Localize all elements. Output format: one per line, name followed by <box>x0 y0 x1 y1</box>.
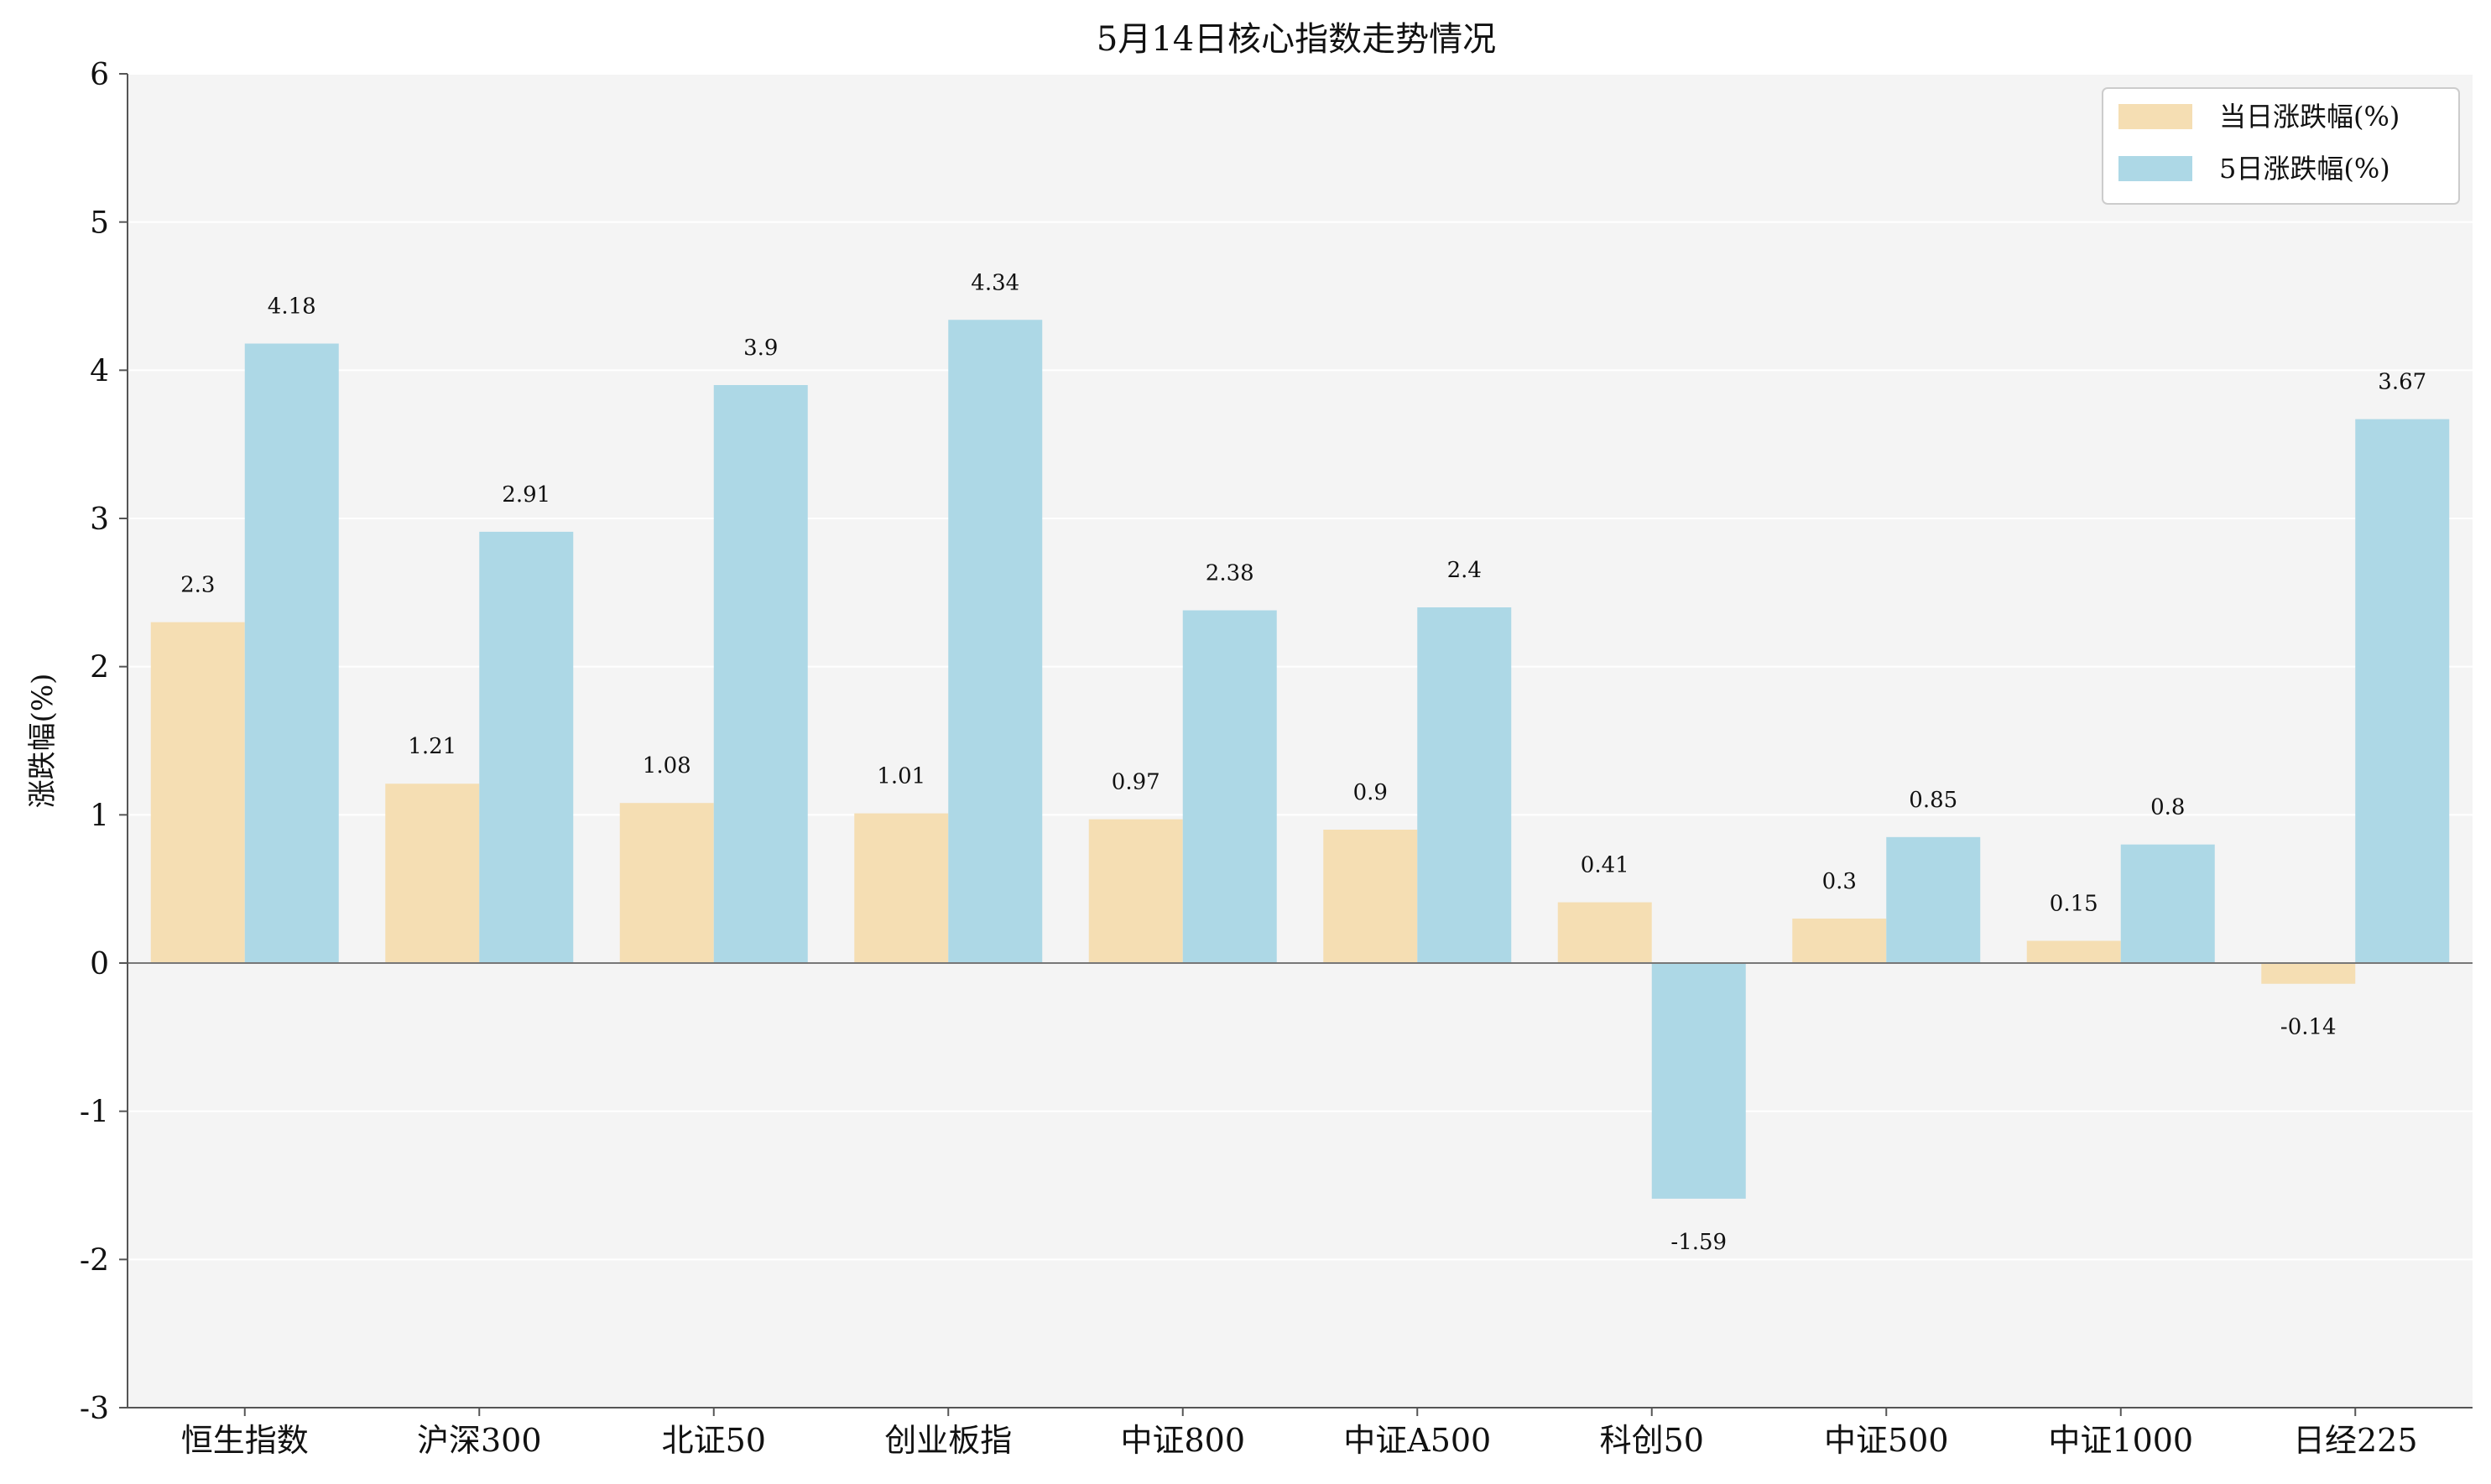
data-label: 4.34 <box>971 270 1019 295</box>
data-labels: 2.3 4.18 1.21 2.91 1.08 3.9 1.01 4.34 0.97 2.38 0.… <box>180 270 2426 1255</box>
bar <box>1182 610 1277 963</box>
data-label: 4.18 <box>268 294 316 320</box>
bars <box>150 320 2450 1199</box>
x-tick-label: 中证1000 <box>2048 1422 2193 1459</box>
legend-label-daily: 当日涨跌幅(%) <box>2219 101 2400 133</box>
bar <box>2355 419 2450 964</box>
data-label: 1.01 <box>877 764 925 789</box>
data-label: -1.59 <box>1670 1230 1727 1255</box>
data-label: 1.08 <box>643 753 691 778</box>
data-label: 0.3 <box>1822 869 1857 894</box>
y-tick-label: -3 <box>80 1392 109 1426</box>
y-tick-label: 1 <box>90 799 109 833</box>
y-axis-label: 涨跌幅(%) <box>26 674 60 809</box>
data-label: 0.8 <box>2150 795 2185 820</box>
bar <box>1323 830 1418 963</box>
y-tick-label: 4 <box>90 354 109 388</box>
bar <box>150 622 245 963</box>
x-tick-label: 中证800 <box>1120 1422 1245 1459</box>
bar <box>244 343 339 963</box>
y-tick-labels: -3 -2 -1 0 1 2 3 4 5 6 <box>80 58 109 1426</box>
y-tick-label: 3 <box>90 502 109 537</box>
legend-swatch-daily <box>2118 104 2192 129</box>
bar <box>1557 902 1652 963</box>
bar <box>1792 919 1887 963</box>
bar <box>2261 963 2356 984</box>
data-label: 0.9 <box>1353 780 1388 805</box>
bar <box>854 813 949 963</box>
y-tick-label: 5 <box>90 206 109 241</box>
bar <box>385 784 480 963</box>
bar <box>1088 819 1183 963</box>
x-tick-label: 创业板指 <box>884 1422 1012 1459</box>
data-label: -0.14 <box>2280 1015 2337 1040</box>
y-tick-label: 6 <box>90 58 109 92</box>
data-label: 3.9 <box>743 336 778 361</box>
bar <box>619 803 714 963</box>
x-tick-label: 沪深300 <box>417 1422 542 1459</box>
bar <box>2026 940 2121 963</box>
data-label: 2.3 <box>180 573 215 598</box>
data-label: 3.67 <box>2378 370 2426 395</box>
y-tick-label: -2 <box>80 1243 109 1278</box>
data-label: 0.85 <box>1909 788 1957 813</box>
data-label: 0.15 <box>2050 892 2098 917</box>
data-label: 0.41 <box>1581 853 1629 878</box>
x-tick-label: 科创50 <box>1600 1422 1704 1459</box>
bar <box>948 320 1043 963</box>
x-tick-label: 中证500 <box>1824 1422 1949 1459</box>
bar <box>479 531 574 963</box>
bar <box>1417 607 1512 963</box>
data-label: 1.21 <box>408 734 456 759</box>
y-tick-label: 0 <box>90 947 109 982</box>
x-tick-label: 中证A500 <box>1343 1422 1491 1459</box>
x-tick-label: 日经225 <box>2293 1422 2418 1459</box>
chart-title: 5月14日核心指数走势情况 <box>1097 20 1496 59</box>
axes <box>119 73 2473 1416</box>
y-tick-label: -1 <box>80 1096 109 1130</box>
x-tick-label: 北证50 <box>662 1422 766 1459</box>
y-tick-label: 2 <box>90 651 109 685</box>
gridlines <box>128 73 2473 1408</box>
bar <box>1651 963 1746 1199</box>
data-label: 0.97 <box>1112 770 1160 795</box>
bar <box>2120 844 2215 963</box>
bar <box>1886 836 1981 963</box>
bar <box>713 385 808 963</box>
data-label: 2.38 <box>1206 561 1254 586</box>
legend-label-5day: 5日涨跌幅(%) <box>2219 153 2390 185</box>
data-label: 2.4 <box>1447 558 1482 583</box>
data-label: 2.91 <box>502 482 550 508</box>
legend: 当日涨跌幅(%) 5日涨跌幅(%) <box>2102 87 2460 205</box>
x-tick-labels: 恒生指数 沪深300 北证50 创业板指 中证800 中证A500 科创50 中证500 中证1… <box>181 1422 2418 1459</box>
x-tick-label: 恒生指数 <box>181 1422 309 1459</box>
legend-swatch-5day <box>2118 156 2192 181</box>
